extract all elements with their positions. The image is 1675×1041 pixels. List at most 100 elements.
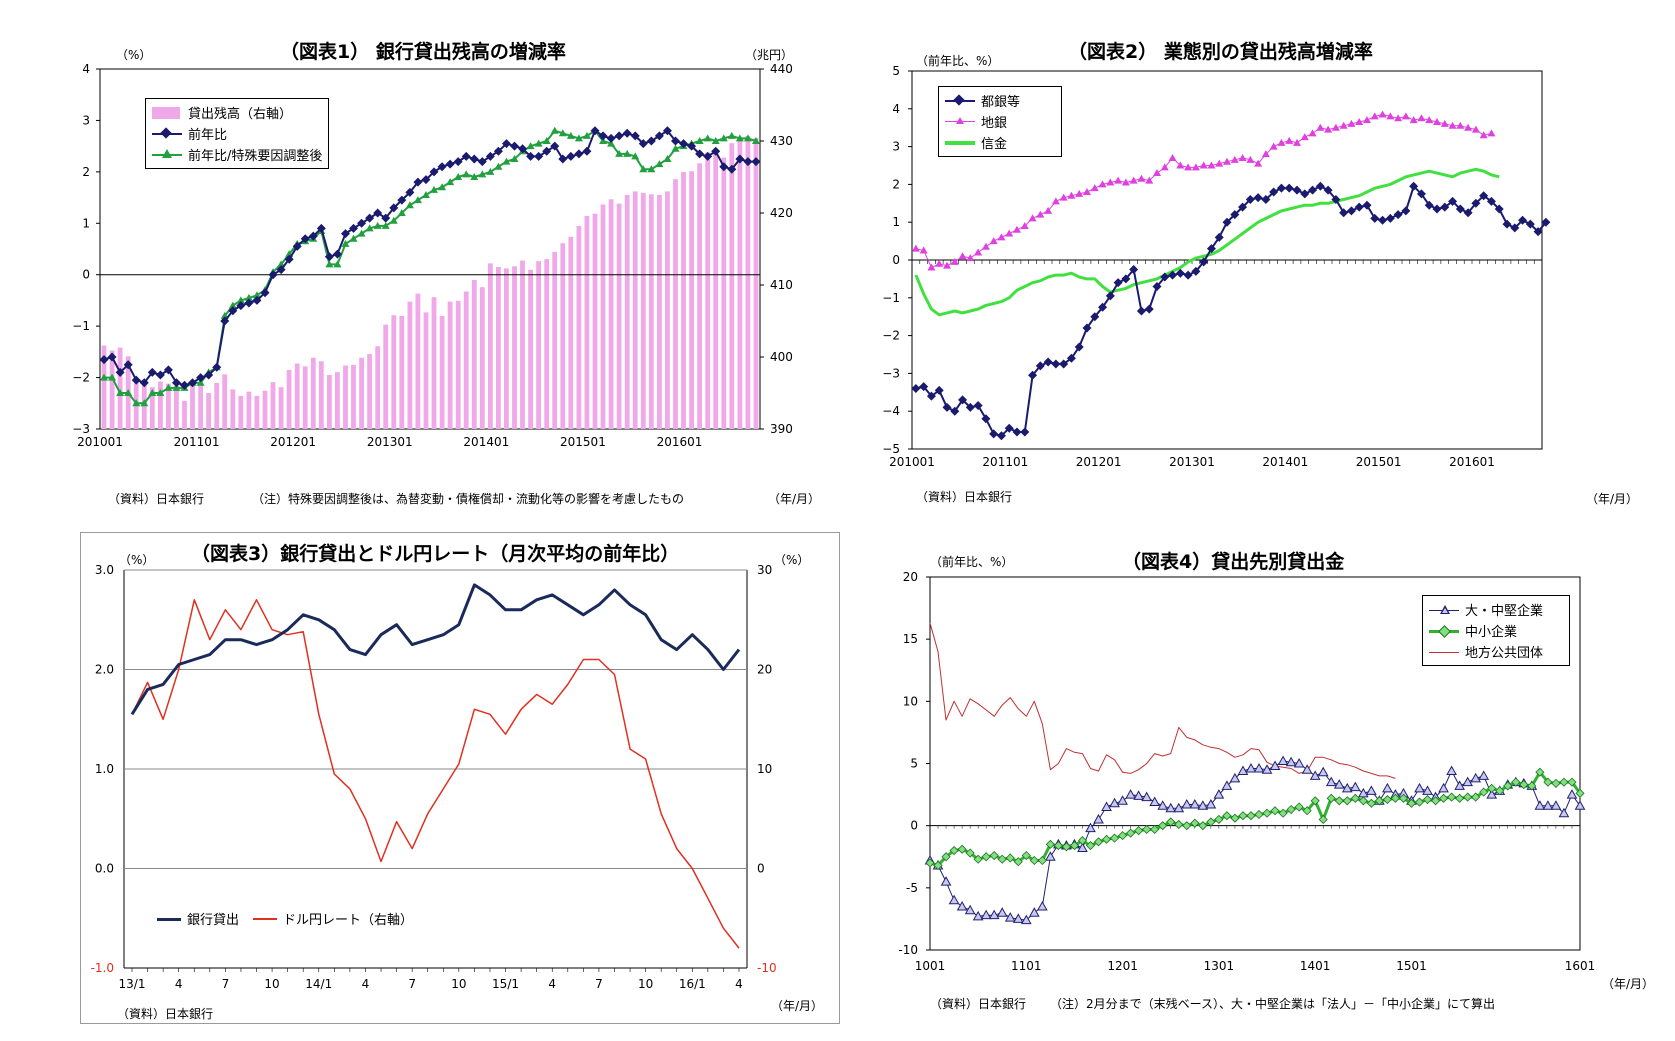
regional-banks-point (1184, 163, 1193, 171)
yoy-point (510, 141, 520, 151)
smes-point (1471, 792, 1481, 802)
regional-banks-point (1230, 155, 1239, 163)
large-firms-point (1012, 913, 1024, 923)
regional-banks-point (1300, 133, 1309, 141)
large-firms-point (1534, 800, 1546, 810)
chart-3-y-left-tick: 2.0 (95, 663, 114, 677)
yoy-adjusted-point (164, 383, 173, 391)
chart-3-y-left-tick: -1.0 (91, 961, 114, 975)
chart-3-x-tick: 7 (222, 977, 230, 991)
city-banks-point (950, 406, 960, 416)
smes-point (1455, 793, 1465, 803)
regional-banks-point (1020, 221, 1029, 229)
large-firms-point (1101, 801, 1112, 812)
smes-point (1463, 792, 1473, 802)
balance-bar (278, 387, 284, 429)
yoy-point (212, 362, 222, 372)
smes-point (1286, 804, 1296, 815)
smes-line (929, 770, 1582, 867)
balance-bar (246, 391, 252, 429)
smes-point (1118, 831, 1128, 841)
large-firms-point (1542, 800, 1554, 810)
large-firms-point (1133, 790, 1144, 800)
chart-4-x-tick: 1101 (1011, 959, 1042, 973)
legend-label-yoy: 前年比 (188, 128, 228, 143)
city-banks-point (1168, 270, 1178, 280)
yoy-point (397, 195, 407, 205)
large-firms-point (1149, 796, 1161, 807)
yoy-point (654, 131, 664, 141)
regional-banks-point (1215, 159, 1224, 167)
chart-2-y-tick: 2 (892, 177, 900, 191)
chart-1-y-left-tick: 1 (82, 216, 90, 230)
large-firms-point (980, 909, 992, 920)
smes-point (1422, 794, 1433, 805)
large-firms-point (1036, 900, 1048, 911)
yoy-point (703, 151, 713, 161)
balance-bar (254, 395, 260, 429)
smes-point (1246, 811, 1256, 821)
city-banks-point (1463, 208, 1473, 218)
balance-bar (640, 192, 646, 429)
yoy-point (139, 378, 149, 388)
balance-bar (729, 143, 735, 429)
yoy-point (751, 157, 761, 167)
city-banks-point (1028, 370, 1038, 380)
smes-point (1543, 777, 1553, 787)
balance-bar (512, 266, 517, 429)
balance-bar (439, 316, 445, 429)
chart-3-y-right-tick: 30 (757, 563, 772, 577)
balance-bar (681, 172, 686, 429)
balance-bar (673, 179, 678, 429)
yoy-point (445, 159, 455, 169)
regional-banks-point (1059, 193, 1068, 201)
chart-3-plot: 3.0 2.0 1.0 0.0 -1.0 30 20 10 0 -10 13/1 4 7 10 14/1 4 7… (91, 563, 777, 991)
legend-swatch-regional-banks (945, 115, 977, 129)
city-banks-point (942, 402, 952, 412)
regional-banks-point (1285, 136, 1294, 144)
yoy-adjusted-point (558, 129, 567, 137)
chart-3-y-right-tick: 0 (757, 862, 765, 876)
smes-point (1278, 808, 1288, 818)
chart-4-x-tick: 1201 (1107, 959, 1138, 973)
yoy-point (381, 213, 391, 223)
city-banks-point (1432, 204, 1442, 214)
regional-banks-point (1347, 119, 1356, 127)
large-firms-point (1382, 782, 1393, 793)
city-banks-point (1510, 223, 1520, 233)
large-firms-point (972, 910, 984, 921)
yoy-adjusted-point (421, 191, 430, 198)
smes-point (1575, 788, 1585, 798)
large-firms-point (1253, 762, 1265, 773)
regional-banks-point (1129, 176, 1138, 184)
large-firms-point (1189, 799, 1201, 809)
yoy-adjusted-point (486, 167, 495, 175)
balance-bar (689, 171, 694, 429)
balance-bar (431, 297, 437, 429)
regional-banks-point (1036, 210, 1045, 218)
large-firms-point (1173, 802, 1185, 813)
yoy-point (421, 175, 431, 185)
chart-4-y-tick: 15 (903, 632, 918, 646)
balance-bar (294, 363, 300, 429)
regional-banks-point (1394, 114, 1403, 122)
yoy-point (469, 154, 479, 164)
regional-banks-point (927, 263, 936, 271)
large-firms-point (1117, 795, 1128, 805)
yoy-point (558, 154, 568, 164)
large-firms-point (1317, 766, 1329, 777)
smes-point (933, 860, 943, 871)
legend-swatch-large-firms (1429, 603, 1461, 617)
yoy-adjusted-point (156, 389, 165, 396)
large-firms-point (956, 900, 968, 911)
chart-2-y-tick: −5 (882, 442, 900, 456)
chart-2-y-tick: 3 (892, 140, 900, 154)
large-firms-point (1558, 807, 1570, 818)
balance-bar (375, 346, 381, 429)
city-banks-point (1051, 359, 1061, 369)
chart-4-y-tick: 0 (910, 819, 918, 833)
yoy-point (147, 367, 157, 377)
city-banks-point (1206, 244, 1216, 254)
large-firms-point (1261, 764, 1273, 774)
